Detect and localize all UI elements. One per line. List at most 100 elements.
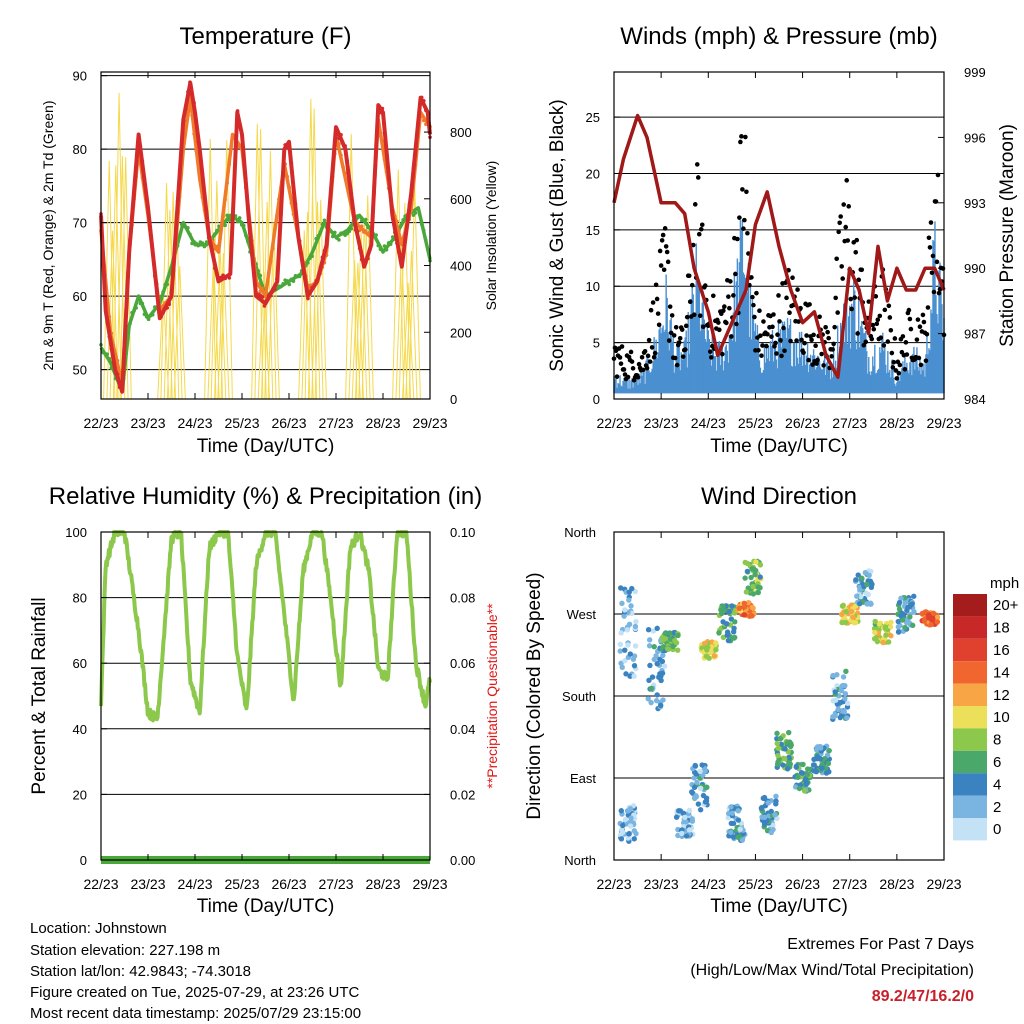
solar-insolation-trace [264,151,277,400]
wind-direction-point [851,620,857,626]
x-tick-label: 26/23 [785,415,820,431]
2m-t-point [177,169,182,174]
9m-t-point [395,219,399,224]
gust-point [782,348,787,354]
x-axis-label: Time (Day/UTC) [197,896,335,917]
colorbar-swatch [953,728,987,751]
wind-direction-point [704,647,710,653]
gust-point [815,357,820,363]
wind-direction-point [647,662,653,669]
gust-point [648,307,654,313]
wind-direction-point [793,764,800,770]
wind-direction-point [775,752,781,759]
gust-point [698,226,704,232]
2m-t-point [421,98,426,103]
wind-direction-point [841,708,847,715]
2m-t-point [295,229,300,234]
colorbar-label: 16 [993,642,1010,659]
gust-point [886,303,892,309]
2m-t-point [264,298,269,303]
2m-t-point [244,176,248,181]
2m-t-point [175,199,180,204]
gust-point [892,336,898,341]
wind-direction-point [781,756,788,762]
colorbar-swatch [953,594,987,617]
wind-direction-point [745,600,752,606]
wind-direction-point [775,745,782,751]
2m-t-point [407,202,412,207]
2m-t-point [386,176,391,180]
gust-point [833,295,838,301]
2m-t-point [186,89,190,94]
y-tick-label-right: 0.08 [450,591,475,606]
2m-t-point [426,112,430,116]
2m-t-point [370,227,374,231]
wind-direction-point [826,747,832,754]
9m-t-point [221,214,225,219]
2m-t-point [219,275,223,280]
wind-direction-point [732,619,738,625]
gust-point [841,202,846,207]
wind-direction-point [704,784,710,790]
y-tick-label-right: 600 [450,192,472,207]
wind-direction-point [648,699,654,706]
gust-point [642,349,648,354]
wind-direction-point [757,562,764,568]
wind-direction-point [854,593,860,599]
wind-direction-point [895,624,902,630]
wind-direction-point [748,574,754,581]
wind-direction-point [842,695,848,702]
x-axis-label: Time (Day/UTC) [710,436,848,457]
2m-t-point [349,191,354,196]
wind-direction-point [665,646,671,652]
colorbar-title: mph [990,575,1019,592]
wind-direction-point [888,619,894,625]
gust-point [844,178,850,183]
solar-insolation-trace [345,133,358,400]
2m-td-point [215,228,219,233]
2m-t-point [281,173,285,177]
y-tick-label: 0 [593,392,600,407]
x-tick-label: 28/23 [879,876,914,892]
2m-t-point [204,211,209,216]
2m-t-point [275,277,279,281]
colorbar-swatch [953,683,987,706]
2m-t-point [105,320,110,325]
wind-direction-point [711,653,718,659]
2m-td-point [204,240,209,244]
gust-point [931,289,937,295]
wind-direction-point [786,729,792,736]
colorbar-label: 2 [993,799,1001,816]
wind-direction-point [825,760,832,767]
gust-point [936,290,942,296]
2m-t-point [235,109,240,113]
info-latlon: Station lat/lon: 42.9843; -74.3018 [30,963,252,980]
wind-direction-point [686,807,693,814]
wind-direction-point [631,836,637,842]
wind-direction-point [872,618,878,625]
gust-point [652,350,658,356]
gust-point [881,343,887,348]
gust-point [861,342,867,348]
9m-t-point [223,197,227,202]
colorbar-swatch [953,773,987,796]
2m-td-point [136,297,141,302]
2m-td-point [413,211,418,215]
solar-insolation-trace [348,260,361,400]
wind-direction-point [930,610,937,617]
2m-t-point [318,265,323,270]
gust-point [644,365,650,371]
gust-point [846,204,852,209]
wind-direction-point [899,617,906,623]
2m-td-point [291,279,296,283]
gust-point [837,220,842,226]
gust-point [733,271,738,277]
x-tick-label: 23/23 [130,415,165,431]
2m-td-point [421,228,426,233]
y-axis-label: Sonic Wind & Gust (Blue, Black) [547,99,568,371]
2m-t-point [413,148,418,152]
2m-t-point [361,264,366,268]
2m-td-point [337,238,341,242]
wind-direction-point [624,808,631,814]
x-tick-label: 22/23 [596,876,631,892]
